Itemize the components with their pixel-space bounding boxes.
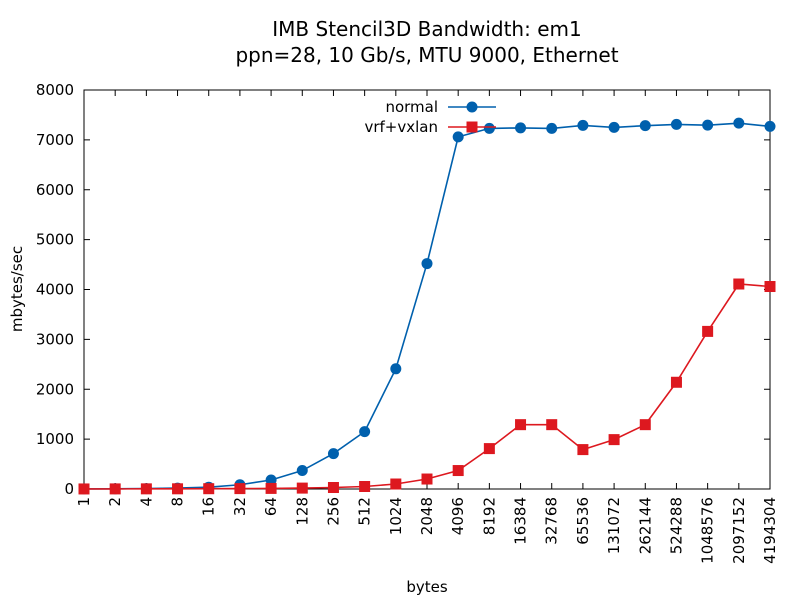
x-tick-label: 32768 [543,497,561,545]
data-point [390,363,402,375]
data-point [140,483,152,495]
data-point [327,482,339,494]
data-point [670,118,682,130]
data-point [608,121,620,133]
legend-marker [466,101,478,113]
data-point [733,278,745,290]
y-tick-label: 8000 [36,81,74,99]
data-point [234,483,246,495]
data-point [421,258,433,270]
data-point [639,419,651,431]
x-tick-label: 64 [262,497,280,516]
y-tick-label: 6000 [36,181,74,199]
x-tick-label: 4 [137,497,155,507]
data-point [764,281,776,293]
series-vrf-vxlan [78,278,776,495]
y-tick-label: 3000 [36,330,74,348]
data-point [764,120,776,132]
x-tick-label: 1 [75,497,93,507]
y-axis-label: mbytes/sec [8,246,26,332]
x-tick-label: 65536 [574,497,592,545]
x-tick-label: 128 [293,497,311,526]
x-tick-label: 1048576 [699,497,717,564]
data-point [203,483,215,495]
y-tick-label: 1000 [36,430,74,448]
data-point [172,483,184,495]
data-point [359,481,371,493]
y-tick-label: 4000 [36,281,74,299]
data-point [515,122,527,134]
plot-frame [83,89,771,490]
legend-marker [466,121,478,133]
data-point [608,434,620,446]
series-normal [78,117,776,495]
x-tick-label: 2 [106,497,124,507]
series-layer [78,117,776,495]
y-tick-label: 0 [64,480,74,498]
data-point [265,482,277,494]
data-point [577,444,589,456]
data-point [577,119,589,131]
legend-label: vrf+vxlan [364,118,438,136]
x-tick-label: 8192 [480,497,498,535]
x-tick-label: 32 [231,497,249,516]
x-tick-label: 2048 [418,497,436,535]
data-point [109,483,121,495]
data-point [296,465,308,477]
x-axis-label: bytes [406,578,448,596]
data-point [702,119,714,131]
data-point [296,482,308,494]
data-point [265,474,277,486]
x-tick-label: 256 [324,497,342,526]
series-line [83,122,771,490]
data-point [359,426,371,438]
x-tick-label: 512 [356,497,374,526]
y-tick-label: 2000 [36,380,74,398]
data-point [421,473,433,485]
x-tick-label: 16 [200,497,218,516]
x-tick-label: 8 [169,497,187,507]
x-tick-label: 16384 [512,497,530,545]
data-point [483,443,495,455]
data-point [546,419,558,431]
x-tick-label: 131072 [605,497,623,554]
chart-title: IMB Stencil3D Bandwidth: em1 [272,17,581,41]
x-tick-label: 4096 [449,497,467,535]
x-tick-label: 2097152 [730,497,748,564]
y-tick-label: 7000 [36,131,74,149]
data-point [78,483,90,495]
data-point [733,117,745,129]
data-point [327,448,339,460]
data-point [515,419,527,431]
data-point [670,376,682,388]
chart-subtitle: ppn=28, 10 Gb/s, MTU 9000, Ethernet [235,43,618,67]
legend: normal vrf+vxlan [364,98,496,136]
y-tick-label: 5000 [36,231,74,249]
x-tick-label: 4194304 [761,497,779,564]
data-point [390,478,402,490]
series-line [83,283,771,490]
x-axis: 1 2 4 8 16 32 64 128 256 512 1024 2048 4096 8192 16384… [75,90,779,564]
data-point [483,122,495,134]
x-tick-label: 262144 [636,497,654,554]
x-tick-label: 1024 [387,497,405,535]
data-point [546,122,558,134]
y-axis: 0 1000 2000 3000 4000 5000 6000 7000 8000 [36,81,770,498]
x-tick-label: 524288 [667,497,685,554]
data-point [639,120,651,132]
data-point [702,325,714,337]
data-point [452,465,464,477]
data-point [452,131,464,143]
legend-label: normal [385,98,438,116]
